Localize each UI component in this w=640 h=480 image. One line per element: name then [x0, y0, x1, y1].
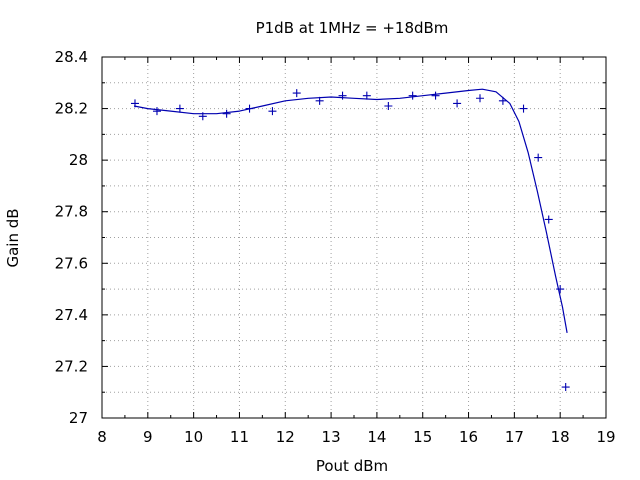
- x-tick-label: 8: [97, 428, 107, 446]
- data-point: [175, 104, 184, 113]
- data-point: [453, 99, 462, 108]
- data-point: [476, 94, 484, 103]
- data-point: [544, 215, 553, 224]
- data-point: [338, 91, 347, 100]
- y-tick-label: 27.8: [55, 203, 88, 221]
- data-point: [431, 91, 440, 100]
- data-point: [292, 89, 301, 98]
- y-tick-label: 27: [69, 409, 88, 427]
- x-tick-labels: 8 9 10 11 12 13 14 15 16 17 18 19: [97, 428, 615, 446]
- x-tick-label: 9: [143, 428, 153, 446]
- x-tick-label: 18: [551, 428, 570, 446]
- fit-curve: [133, 88, 568, 334]
- y-tick-label: 28.4: [55, 48, 88, 66]
- data-point: [222, 109, 231, 118]
- data-point: [245, 104, 254, 113]
- x-axis-label: Pout dBm: [316, 457, 388, 475]
- x-tick-label: 19: [596, 428, 615, 446]
- data-point: [130, 99, 139, 108]
- x-tick-label: 10: [184, 428, 203, 446]
- y-axis-label: Gain dB: [4, 208, 22, 267]
- y-tick-labels: 27 27.2 27.4 27.6 27.8 28 28.2 28.4: [55, 48, 88, 427]
- y-tick-label: 27.6: [55, 254, 88, 272]
- data-point: [384, 101, 393, 110]
- data-point: [408, 91, 417, 100]
- data-point: [362, 91, 371, 100]
- data-point: [561, 383, 570, 392]
- x-tick-label: 12: [276, 428, 295, 446]
- y-tick-label: 27.2: [55, 357, 88, 375]
- x-tick-label: 14: [367, 428, 386, 446]
- data-point: [498, 96, 507, 105]
- x-tick-label: 17: [505, 428, 524, 446]
- data-point: [268, 107, 277, 116]
- data-point: [152, 107, 161, 116]
- x-tick-label: 11: [230, 428, 249, 446]
- data-point: [534, 153, 543, 162]
- x-tick-label: 13: [322, 428, 341, 446]
- y-tick-label: 28: [69, 151, 88, 169]
- grid: [102, 57, 606, 418]
- data-point: [519, 104, 528, 113]
- plot-frame: [101, 56, 607, 419]
- data-point: [198, 112, 207, 121]
- y-tick-label: 27.4: [55, 306, 88, 324]
- fit-curve-layer: [133, 88, 568, 334]
- data-point: [315, 96, 324, 105]
- data-point: [556, 285, 565, 294]
- y-tick-label: 28.2: [55, 100, 88, 118]
- x-tick-label: 16: [459, 428, 478, 446]
- x-tick-label: 15: [413, 428, 432, 446]
- chart-title: P1dB at 1MHz = +18dBm: [256, 19, 449, 37]
- data-points: [130, 89, 570, 392]
